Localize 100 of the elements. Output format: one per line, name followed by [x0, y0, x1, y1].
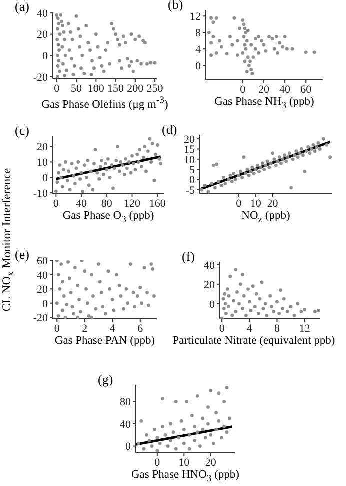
point [182, 442, 186, 446]
point [55, 302, 59, 306]
point [218, 39, 222, 43]
x-tick-label: 0 [54, 322, 60, 335]
point [190, 414, 194, 418]
point [256, 312, 260, 316]
point [76, 284, 80, 288]
point [285, 47, 289, 51]
x-axis-title: Particulate Nitrate (equivalent ppb) [172, 335, 336, 347]
point [118, 284, 122, 288]
point [222, 307, 226, 310]
point [210, 54, 213, 57]
point [177, 436, 181, 440]
y-tick-label: 40 [37, 270, 48, 282]
point [242, 22, 246, 26]
point [214, 428, 218, 432]
point [169, 439, 172, 442]
y-tick-label: -5 [186, 184, 196, 197]
point [241, 18, 245, 22]
point [316, 309, 320, 312]
y-tick-label: 20 [184, 134, 196, 146]
point [61, 308, 64, 312]
x-axis-title: NO$_{z}$ (ppb) [242, 210, 290, 226]
point [245, 39, 249, 43]
x-axis-title: Gas Phase PAN (ppb) [54, 335, 156, 347]
chart-title: (e) [15, 247, 30, 262]
point [243, 26, 247, 30]
point [222, 400, 226, 404]
point [212, 442, 216, 446]
point [66, 260, 70, 264]
point [156, 449, 160, 452]
point [158, 442, 162, 446]
x-tick-label: 0 [54, 82, 60, 95]
point [250, 43, 254, 47]
point [270, 305, 274, 309]
point [90, 316, 94, 319]
point [214, 16, 218, 20]
chart-title: (c) [15, 123, 30, 138]
point [244, 314, 248, 318]
point [300, 310, 304, 314]
point [234, 268, 238, 272]
x-tick-label: 120 [124, 198, 142, 210]
point [265, 314, 269, 318]
y-tick-label: -20 [33, 72, 48, 84]
point [156, 436, 160, 440]
point [86, 302, 90, 306]
point [161, 425, 164, 428]
point [140, 420, 144, 423]
point [272, 310, 276, 314]
point [152, 294, 156, 298]
point [198, 444, 202, 448]
point [246, 288, 250, 291]
point [248, 300, 252, 304]
x-tick-label: 0 [154, 456, 161, 469]
x-tick-label: 150 [108, 82, 125, 95]
point [150, 444, 154, 448]
point [252, 56, 256, 60]
point [140, 302, 144, 306]
point [201, 428, 205, 432]
y-tick-label: 60 [37, 256, 48, 268]
point [242, 294, 246, 298]
point [69, 291, 73, 294]
point [209, 433, 213, 437]
chart-title: (a) [15, 0, 30, 14]
point [243, 43, 247, 47]
y-tick-label: 40 [37, 8, 48, 20]
point [174, 447, 178, 451]
y-tick-label: 40 [204, 260, 216, 272]
point [250, 72, 254, 76]
point [244, 47, 248, 51]
point [136, 294, 140, 298]
x-tick-label: 250 [146, 82, 164, 95]
point [65, 303, 69, 306]
point [217, 420, 221, 423]
x-tick-label: 100 [88, 82, 105, 95]
y-tick-label: 5 [190, 164, 196, 176]
point [142, 266, 146, 270]
point [100, 291, 104, 294]
y-tick-label: 10 [37, 157, 48, 170]
x-tick-label: 160 [149, 198, 166, 210]
y-tick-label: 20 [204, 279, 216, 292]
x-tick-label: 0 [53, 198, 60, 210]
point [126, 302, 130, 306]
point [222, 297, 226, 301]
point [209, 388, 213, 392]
point [210, 16, 213, 20]
point [232, 16, 236, 20]
point [214, 52, 218, 55]
x-tick-label: 12 [299, 322, 310, 335]
y-tick-label: 8 [196, 28, 202, 40]
point [224, 312, 228, 316]
y-tick-label: 0 [126, 441, 132, 454]
point [56, 273, 60, 277]
point [164, 433, 168, 437]
point [262, 43, 266, 47]
x-tick-label: 0 [219, 322, 226, 335]
point [61, 280, 64, 284]
point [132, 291, 136, 294]
point [214, 411, 218, 415]
point [228, 35, 232, 38]
